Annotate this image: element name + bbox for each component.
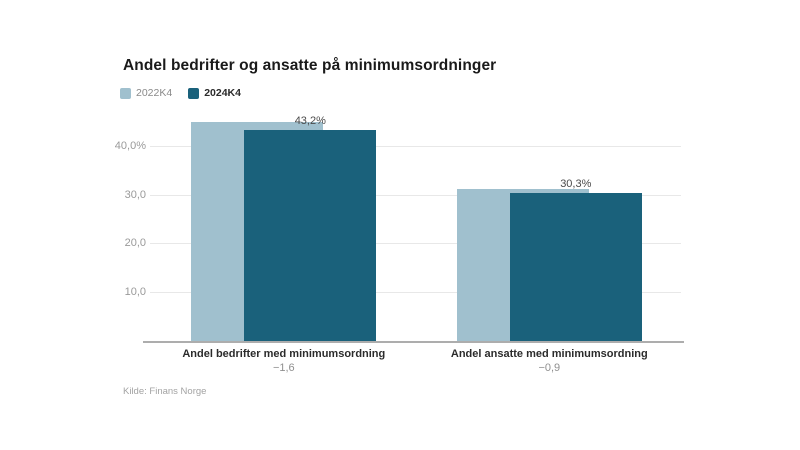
category-change-label: −1,6 bbox=[272, 362, 295, 374]
y-axis-tick-label: 40,0% bbox=[114, 139, 146, 152]
y-axis-tick-label: 20,0 bbox=[124, 237, 146, 250]
legend-swatch-2022k4 bbox=[120, 87, 131, 99]
chart-title: Andel bedrifter og ansatte på minimumsor… bbox=[123, 57, 497, 74]
bar-2024k4-1[interactable] bbox=[244, 130, 377, 341]
legend-label-2024k4: 2024K4 bbox=[204, 87, 241, 99]
gridline-20 bbox=[150, 243, 681, 245]
x-axis-category-label: Andel bedrifter med minimumsordning bbox=[182, 348, 386, 360]
category-change-label: −0,9 bbox=[538, 362, 561, 374]
bar-2024k4-2[interactable] bbox=[509, 193, 642, 341]
x-axis-line bbox=[143, 341, 684, 343]
legend-swatch-2024k4 bbox=[188, 87, 200, 99]
chart-legend: 2022K4 2024K4 bbox=[120, 87, 241, 99]
legend-item-2022k4[interactable]: 2022K4 bbox=[120, 87, 172, 99]
y-axis-tick-label: 10,0 bbox=[124, 286, 146, 299]
gridline-10 bbox=[150, 292, 681, 294]
source-note: Kilde: Finans Norge bbox=[123, 386, 207, 397]
y-axis-tick-label: 30,0 bbox=[124, 188, 146, 201]
x-axis-category-label: Andel ansatte med minimumsordning bbox=[450, 348, 648, 360]
bar-value-label: 43,2% bbox=[294, 115, 326, 128]
gridline-40 bbox=[150, 145, 681, 147]
gridline-30 bbox=[150, 194, 681, 196]
bar-value-label: 30,3% bbox=[560, 178, 592, 191]
legend-item-2024k4[interactable]: 2024K4 bbox=[188, 87, 241, 99]
legend-label-2022k4: 2022K4 bbox=[136, 87, 173, 99]
